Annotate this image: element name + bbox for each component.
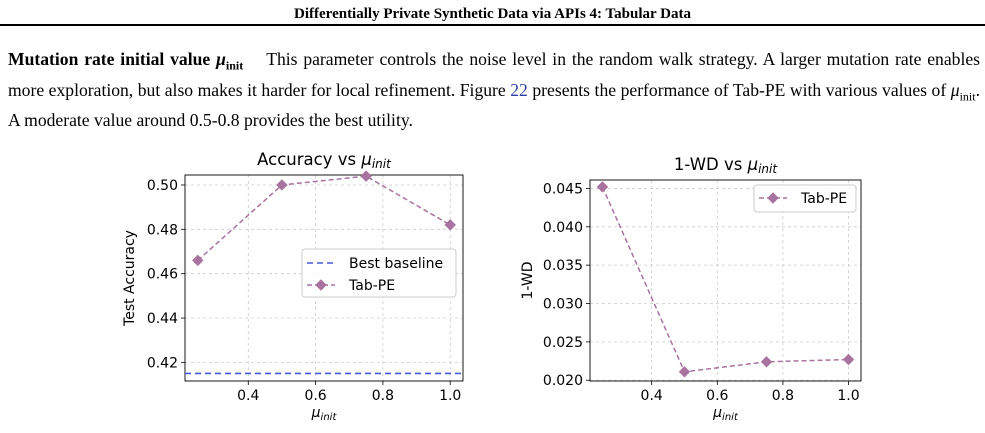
chart-1-y-tick-label: 0.48 bbox=[147, 222, 178, 238]
chart-2-y-axis-label: 1-WD bbox=[520, 261, 536, 299]
body-paragraph: Mutation rate initial value μinit This p… bbox=[8, 47, 980, 132]
paragraph-text-1: This parameter controls the noise level … bbox=[8, 49, 980, 100]
chart-1-x-axis-label: μinit bbox=[311, 405, 338, 423]
chart-1-tab-pe-point bbox=[444, 219, 456, 231]
chart-1-y-tick-label: 0.42 bbox=[147, 355, 178, 371]
chart-2-y-tick-label: 0.020 bbox=[543, 373, 583, 389]
inline-symbol: μ bbox=[950, 79, 960, 100]
chart-1-y-tick-label: 0.50 bbox=[147, 178, 178, 194]
chart-2-y-tick-label: 0.025 bbox=[543, 335, 583, 351]
chart-2: 0.4 0.6 0.8 1.0 0.020 0.025 0.030 0.035 0.040 0.0… bbox=[520, 155, 862, 423]
chart-1-plot-frame bbox=[184, 174, 464, 382]
paragraph-text-2: presents the performance of Tab-PE with … bbox=[527, 79, 951, 100]
chart-2-x-tick-label: 0.4 bbox=[641, 388, 663, 404]
chart-1-tab-pe-point bbox=[192, 254, 204, 267]
chart-1-tab-pe-point bbox=[360, 170, 372, 182]
chart-2-plot-frame bbox=[589, 179, 862, 382]
chart-2-tab-pe-point bbox=[596, 181, 609, 193]
paragraph-heading-text: Mutation rate initial value bbox=[8, 49, 211, 69]
paragraph-heading: Mutation rate initial value μinit bbox=[8, 49, 243, 73]
chart-2-x-tick-label: 0.6 bbox=[706, 388, 728, 404]
chart-2-tab-pe-point bbox=[760, 356, 773, 368]
chart-2-x-tick-label: 1.0 bbox=[837, 388, 859, 404]
chart-2-y-tick-label: 0.045 bbox=[543, 181, 583, 197]
chart-1-x-tick-label: 0.4 bbox=[237, 388, 259, 404]
chart-2-tab-pe-line bbox=[601, 186, 849, 373]
figure-reference-link[interactable]: 22 bbox=[510, 79, 528, 100]
heading-symbol: μ bbox=[216, 49, 226, 69]
paragraph-text-3: . A moderate value around 0.5-0.8 provid… bbox=[8, 79, 980, 131]
chart-2-legend-tab-pe-marker bbox=[767, 192, 779, 204]
chart-2-y-tick-label: 0.030 bbox=[543, 297, 583, 313]
chart-1-legend-tab-pe-marker bbox=[315, 279, 327, 291]
chart-1-legend-box bbox=[301, 248, 457, 298]
chart-1-legend-baseline-label: Best baseline bbox=[349, 256, 443, 272]
chart-2-x-axis-label: μinit bbox=[712, 405, 739, 423]
running-header-title: Differentially Private Synthetic Data vi… bbox=[294, 6, 691, 22]
chart-1: 0.4 0.6 0.8 1.0 0.42 0.44 0.46 0.48 0.50 Accuracy… bbox=[122, 150, 464, 423]
figure-svg: 0.4 0.6 0.8 1.0 0.42 0.44 0.46 0.48 0.50 Accuracy… bbox=[122, 150, 862, 423]
chart-2-title: 1-WD vs μinit bbox=[674, 155, 778, 176]
chart-1-title: Accuracy vs μinit bbox=[257, 150, 392, 171]
heading-symbol-subscript: init bbox=[225, 58, 244, 73]
chart-2-y-tick-label: 0.035 bbox=[543, 258, 583, 274]
chart-1-tab-pe-point bbox=[276, 179, 288, 191]
header-rule bbox=[0, 24, 985, 26]
chart-1-y-tick-label: 0.46 bbox=[147, 267, 178, 283]
chart-1-x-tick-label: 0.6 bbox=[304, 388, 326, 404]
chart-2-y-tick-label: 0.040 bbox=[543, 220, 583, 236]
chart-1-y-tick-label: 0.44 bbox=[147, 311, 178, 327]
chart-1-x-tick-label: 0.8 bbox=[372, 388, 394, 404]
chart-2-tab-pe-point bbox=[842, 353, 855, 366]
chart-1-x-tick-label: 1.0 bbox=[439, 388, 461, 404]
chart-2-legend-box bbox=[753, 184, 857, 213]
running-header: Differentially Private Synthetic Data vi… bbox=[0, 0, 985, 27]
chart-1-tab-pe-line bbox=[197, 175, 451, 261]
chart-1-legend-tab-pe-label: Tab-PE bbox=[348, 278, 395, 294]
chart-1-legend: Best baseline Tab-PE bbox=[301, 248, 457, 298]
figure: 0.4 0.6 0.8 1.0 0.42 0.44 0.46 0.48 0.50 Accuracy… bbox=[0, 140, 985, 428]
chart-2-tab-pe-point bbox=[678, 366, 691, 378]
chart-2-legend: Tab-PE bbox=[753, 184, 857, 213]
chart-2-x-tick-label: 0.8 bbox=[772, 388, 794, 404]
inline-symbol-subscript: init bbox=[959, 89, 976, 104]
chart-1-y-axis-label: Test Accuracy bbox=[122, 230, 138, 327]
chart-2-legend-tab-pe-label: Tab-PE bbox=[800, 191, 847, 207]
